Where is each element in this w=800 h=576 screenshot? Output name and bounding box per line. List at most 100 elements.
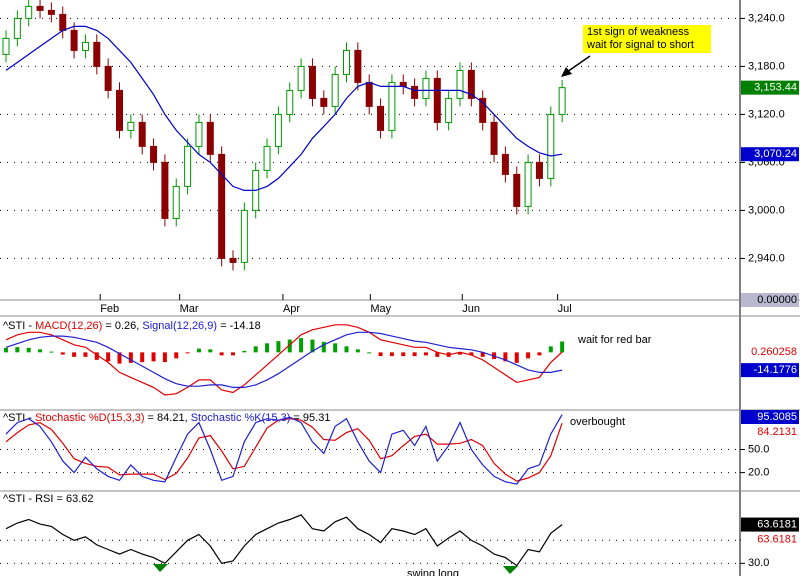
candle-body: [150, 145, 158, 163]
candle-body: [535, 161, 543, 179]
x-tick-label: Apr: [283, 303, 300, 315]
candle-body: [524, 161, 532, 207]
histogram-bar: [174, 352, 179, 359]
candle-body: [343, 49, 350, 75]
value-box-label: 3,153.44: [754, 82, 797, 94]
candle-body: [36, 5, 44, 11]
axis-box: [741, 293, 799, 307]
histogram-bar: [560, 341, 565, 353]
candle-body: [365, 81, 373, 107]
pane-header: ^STI - MACD(12,26) = 0.26, Signal(12,26,…: [3, 320, 261, 332]
header-part: =: [290, 412, 303, 424]
header-part: ,: [136, 320, 142, 332]
value-box-label: 63.6181: [757, 533, 797, 545]
histogram-bar: [378, 352, 383, 357]
header-part: =: [102, 320, 115, 332]
histogram-bar: [196, 348, 201, 353]
moving-average: [5, 25, 563, 191]
candle-body: [263, 145, 271, 171]
candle-body: [13, 17, 21, 39]
annotation: overbought: [570, 416, 625, 428]
histogram-bar: [276, 341, 281, 353]
candle-body: [490, 121, 498, 155]
histogram-bar: [231, 352, 235, 356]
candle-body: [286, 89, 294, 115]
header-part: ^STI -: [3, 493, 35, 505]
header-part: ^STI -: [3, 412, 35, 424]
value-box-label: -14.1776: [754, 364, 797, 376]
candle-body: [240, 209, 248, 263]
candle-body: [297, 65, 305, 91]
value-box: [741, 363, 799, 378]
histogram-bar: [480, 352, 485, 357]
candle-body: [547, 113, 555, 179]
indicator-line: [5, 331, 563, 388]
histogram-bar: [185, 352, 190, 354]
candle-body: [25, 5, 33, 19]
y-tick-label: 3,120.0: [748, 108, 785, 120]
candle-body: [433, 77, 441, 123]
x-tick-label: Jul: [558, 303, 572, 315]
histogram-bar: [401, 352, 406, 357]
histogram-bar: [4, 347, 8, 353]
histogram-bar: [412, 352, 417, 357]
histogram-bar: [321, 341, 326, 353]
candle-body: [377, 105, 385, 131]
header-part: ^STI -: [3, 320, 35, 332]
histogram-bar: [38, 349, 43, 353]
candle-body: [93, 41, 101, 67]
axis-box-label: 0.00000: [757, 294, 797, 306]
histogram-bar: [548, 346, 553, 353]
histogram-bar: [219, 352, 224, 356]
candle-body: [467, 69, 475, 99]
candle-body: [81, 41, 89, 51]
histogram-bar: [60, 352, 65, 355]
candle-body: [184, 145, 192, 187]
histogram-bar: [117, 352, 122, 364]
header-part: 63.62: [66, 493, 94, 505]
header-part: =: [217, 320, 230, 332]
histogram-bar: [72, 352, 77, 357]
candle-body: [388, 81, 396, 131]
candle-body: [116, 89, 123, 131]
histogram-bar: [469, 352, 474, 356]
pane-header: ^STI - RSI = 63.62: [3, 493, 93, 505]
value-box: [741, 147, 799, 162]
x-tick-label: Jun: [462, 303, 480, 315]
histogram-bar: [299, 338, 304, 353]
value-box-label: 63.6181: [757, 518, 797, 530]
histogram-bar: [367, 352, 372, 354]
annotation: swing long: [407, 568, 459, 576]
candle-body: [320, 97, 328, 107]
candle-body: [2, 37, 10, 55]
histogram-bar: [208, 349, 213, 353]
histogram-bar: [355, 349, 360, 353]
candle-body: [229, 257, 237, 263]
y-tick-label: 2,940.0: [748, 252, 785, 264]
header-part: MACD(12,26): [35, 320, 102, 332]
candle-body: [138, 121, 146, 147]
candle-body: [513, 173, 521, 207]
header-part: ,: [185, 412, 191, 424]
histogram-bar: [435, 352, 440, 357]
histogram-bar: [242, 350, 247, 353]
signal-marker: [503, 566, 518, 574]
signal-marker: [153, 564, 168, 572]
candle-body: [195, 121, 203, 147]
indicator-line: [5, 514, 563, 567]
annotation: wait for signal to short: [586, 39, 694, 51]
candle-body: [445, 97, 453, 123]
header-part: Signal(12,26,9): [142, 320, 217, 332]
candle-body: [104, 65, 112, 91]
x-tick-label: Feb: [100, 303, 119, 315]
indicator-line: [5, 414, 563, 485]
header-part: =: [145, 412, 158, 424]
histogram-bar: [253, 346, 258, 353]
indicator-line: [5, 324, 563, 396]
candle-body: [422, 77, 430, 99]
candle-body: [161, 161, 169, 219]
arrow-head: [561, 67, 572, 77]
candle-body: [479, 97, 487, 123]
